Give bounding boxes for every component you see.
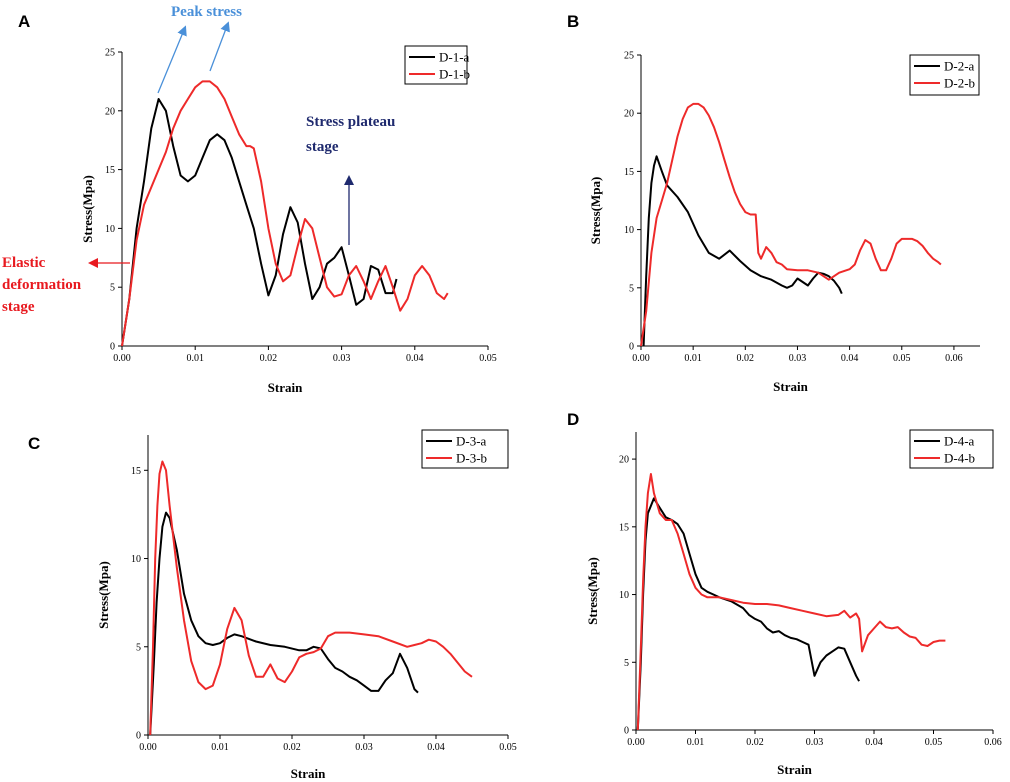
chart-c-series-d-3-b [149, 460, 473, 736]
annotation-peak-stress: Peak stress [171, 4, 242, 20]
chart-c-x-axis-title: Strain [291, 766, 326, 781]
chart-c-x-tick-label: 0.00 [139, 742, 157, 753]
chart-a-y-axis-title: Stress(Mpa) [80, 175, 95, 243]
annotation-plateau-line1: Stress plateau [306, 114, 395, 130]
chart-d-legend-box [909, 429, 994, 469]
chart-c-x-tick-label: 0.02 [283, 742, 301, 753]
chart-b-y-tick-label: 20 [624, 109, 634, 120]
chart-c-y-tick-label: 5 [136, 642, 141, 653]
chart-c-y-tick-label: 0 [136, 731, 141, 742]
chart-d-x-tick-label: 0.00 [627, 737, 645, 748]
chart-b-y-tick-label: 5 [629, 283, 634, 294]
chart-a-x-tick-label: 0.02 [260, 353, 278, 364]
chart-a-x-tick-label: 0.04 [406, 353, 424, 364]
chart-d-x-axis-title: Strain [777, 762, 812, 777]
chart-a-series-d-1-a [121, 98, 398, 347]
chart-b-y-tick-label: 15 [624, 167, 634, 178]
annotation-elastic-line3: stage [2, 299, 35, 315]
chart-d-y-tick-label: 10 [619, 590, 629, 601]
chart-a-x-axis-title: Strain [268, 380, 303, 395]
chart-d-x-tick-label: 0.06 [984, 737, 1002, 748]
chart-b-y-tick-label: 0 [629, 342, 634, 353]
chart-b-series-d-2-b [640, 102, 942, 347]
peak-stress-arrow-2 [209, 21, 230, 72]
chart-a-y-tick-label: 25 [105, 48, 115, 59]
annotation-plateau-line2: stage [306, 139, 339, 155]
chart-d-series-d-4-b [636, 473, 946, 731]
chart-b-legend-label: D-2-b [944, 76, 975, 91]
chart-b-x-tick-label: 0.04 [841, 353, 859, 364]
annotation-elastic-line2: deformation [2, 277, 82, 293]
chart-b-y-axis-title: Stress(Mpa) [588, 177, 603, 245]
chart-a-y-tick-label: 5 [110, 283, 115, 294]
chart-b-y-tick-label: 10 [624, 225, 634, 236]
chart-a-x-tick-label: 0.05 [479, 353, 497, 364]
chart-d-x-tick-label: 0.02 [746, 737, 764, 748]
chart-c-legend-label: D-3-a [456, 434, 487, 449]
chart-b: 0.00 0.01 0.02 0.03 0.04 0.05 0.06 0 5 10 15 20 25 St… [588, 51, 980, 394]
chart-a-legend-label: D-1-b [439, 67, 470, 82]
chart-a-y-tick-label: 0 [110, 342, 115, 353]
chart-a-legend-box [404, 45, 468, 85]
chart-b-x-tick-label: 0.01 [684, 353, 702, 364]
chart-c: 0.00 0.01 0.02 0.03 0.04 0.05 0 5 10 15 Strain Stre… [96, 429, 517, 781]
chart-a-y-tick-label: 15 [105, 165, 115, 176]
panel-label-b: B [567, 12, 579, 31]
chart-c-y-axis-title: Stress(Mpa) [96, 561, 111, 629]
chart-d-x-tick-label: 0.04 [865, 737, 883, 748]
chart-d-y-tick-label: 0 [624, 726, 629, 737]
annotation-elastic-line1: Elastic [2, 255, 46, 271]
chart-a-y-tick-label: 20 [105, 106, 115, 117]
chart-a-x-tick-label: 0.01 [186, 353, 204, 364]
chart-b-x-tick-label: 0.00 [632, 353, 650, 364]
chart-d-series-d-4-a [636, 497, 860, 731]
chart-c-x-tick-label: 0.03 [355, 742, 373, 753]
peak-stress-arrow-1 [157, 25, 187, 94]
chart-a-legend-label: D-1-a [439, 50, 470, 65]
chart-b-series-d-2-a [642, 155, 843, 347]
chart-a-x-tick-label: 0.03 [333, 353, 351, 364]
chart-a: 0.00 0.01 0.02 0.03 0.04 0.05 0 5 10 15 20 25 Strain… [80, 45, 497, 395]
chart-a-y-tick-label: 10 [105, 224, 115, 235]
chart-b-y-tick-label: 25 [624, 51, 634, 62]
panel-label-d: D [567, 410, 579, 429]
chart-d-x-tick-label: 0.01 [687, 737, 705, 748]
chart-d: 0.00 0.01 0.02 0.03 0.04 0.05 0.06 0 5 10 15 20 Stra… [585, 429, 1002, 777]
chart-d-y-tick-label: 20 [619, 455, 629, 466]
annotations: Peak stress Stress plateau stage Elastic… [2, 4, 395, 315]
chart-c-legend-box [421, 429, 509, 469]
chart-c-x-tick-label: 0.05 [499, 742, 517, 753]
panel-label-a: A [18, 12, 30, 31]
chart-c-x-tick-label: 0.01 [211, 742, 229, 753]
chart-b-legend-label: D-2-a [944, 59, 975, 74]
chart-d-x-tick-label: 0.05 [925, 737, 943, 748]
chart-b-x-tick-label: 0.05 [893, 353, 911, 364]
chart-d-x-tick-label: 0.03 [806, 737, 824, 748]
chart-c-y-tick-label: 10 [131, 554, 141, 565]
chart-b-x-axis-title: Strain [773, 379, 808, 394]
chart-d-legend-label: D-4-a [944, 434, 975, 449]
chart-d-legend-label: D-4-b [944, 451, 975, 466]
chart-b-x-tick-label: 0.06 [945, 353, 963, 364]
panel-label-c: C [28, 434, 40, 453]
chart-c-series-d-3-a [149, 511, 419, 736]
chart-c-x-tick-label: 0.04 [427, 742, 445, 753]
chart-b-legend-box [909, 54, 980, 96]
chart-b-x-tick-label: 0.03 [789, 353, 807, 364]
chart-d-y-axis-title: Stress(Mpa) [585, 557, 600, 625]
chart-b-x-tick-label: 0.02 [737, 353, 755, 364]
chart-a-x-tick-label: 0.00 [113, 353, 131, 364]
chart-d-y-tick-label: 5 [624, 658, 629, 669]
chart-c-y-tick-label: 15 [131, 466, 141, 477]
chart-a-series-d-1-b [121, 80, 449, 347]
chart-d-y-tick-label: 15 [619, 522, 629, 533]
chart-c-legend-label: D-3-b [456, 451, 487, 466]
